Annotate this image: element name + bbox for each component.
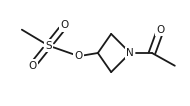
Text: O: O [75, 51, 83, 61]
Text: O: O [60, 20, 69, 30]
Text: O: O [156, 25, 165, 35]
Text: O: O [28, 61, 36, 71]
Text: N: N [126, 48, 134, 58]
Text: S: S [45, 41, 52, 51]
